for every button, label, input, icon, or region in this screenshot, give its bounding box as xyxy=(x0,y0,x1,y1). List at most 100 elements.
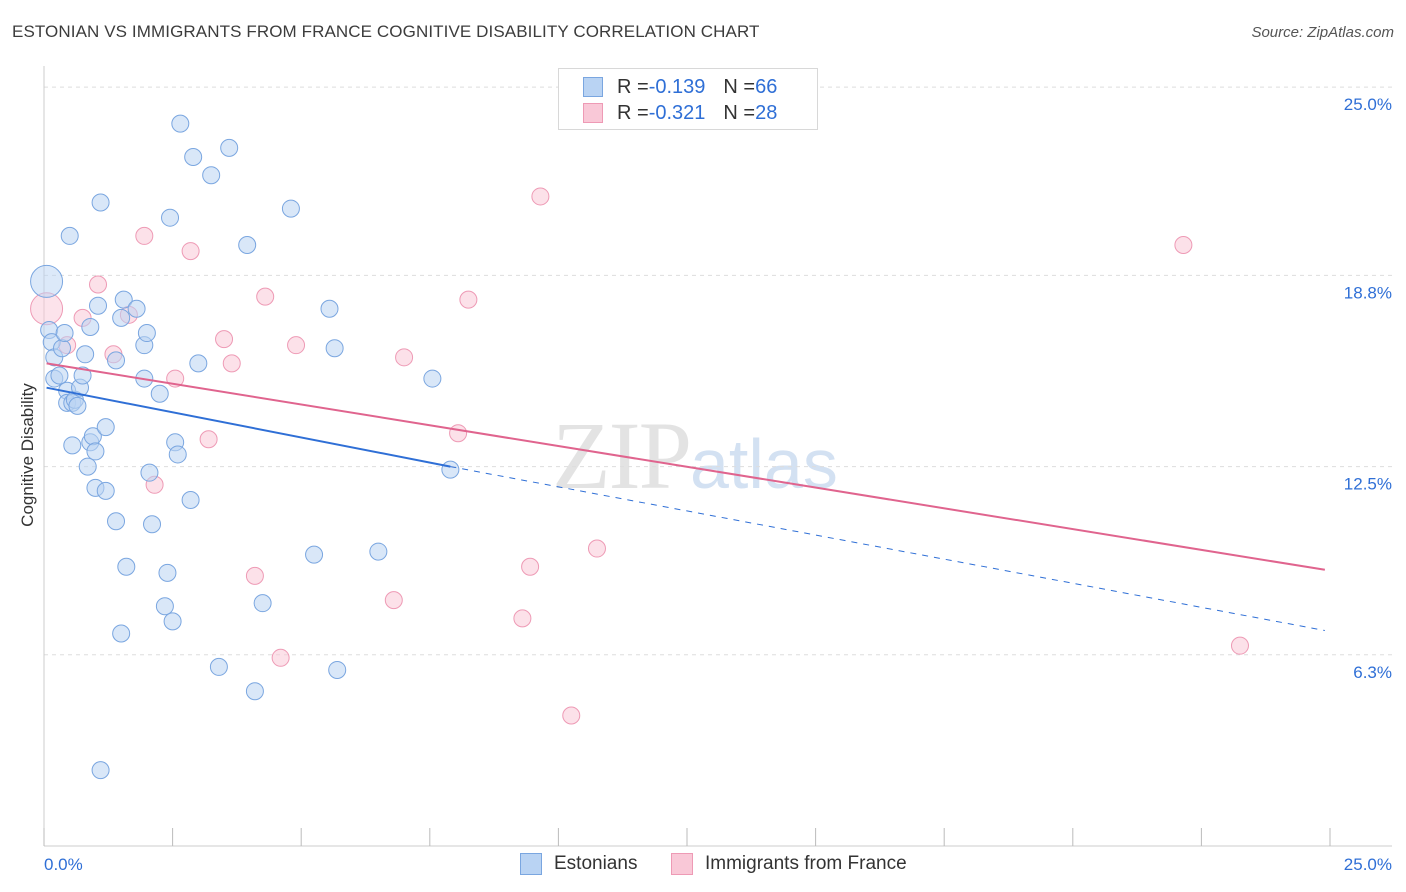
estonians-series xyxy=(30,114,460,780)
stats-row-estonians: R = -0.139 N = 66 xyxy=(583,75,777,99)
estonian-point xyxy=(63,436,82,455)
france-point xyxy=(1230,636,1249,655)
estonian-point xyxy=(91,761,110,780)
france-point xyxy=(459,290,478,309)
estonian-point xyxy=(107,351,126,370)
n-label: N = xyxy=(723,75,756,98)
estonian-point xyxy=(305,545,324,564)
estonian-point xyxy=(81,317,100,336)
estonian-point xyxy=(76,345,95,364)
france-point xyxy=(245,566,264,585)
france-point xyxy=(256,287,275,306)
france-legend-swatch xyxy=(671,853,693,875)
estonian-point xyxy=(91,193,110,212)
estonian-point xyxy=(86,442,105,461)
x-tick-label: 25.0% xyxy=(1344,855,1392,874)
france-point xyxy=(531,187,550,206)
estonian-point xyxy=(320,299,339,318)
estonian-point xyxy=(30,264,64,298)
estonian-point xyxy=(107,512,126,531)
france-point xyxy=(384,591,403,610)
chart-title: ESTONIAN VS IMMIGRANTS FROM FRANCE COGNI… xyxy=(12,22,760,41)
r-value: -0.321 xyxy=(648,101,706,124)
france-point xyxy=(1174,236,1193,255)
estonian-point xyxy=(68,396,87,415)
estonian-point xyxy=(96,418,115,437)
y-tick-label: 18.8% xyxy=(1344,283,1392,302)
estonian-point xyxy=(209,657,228,676)
france-trend-line xyxy=(46,362,1326,571)
estonian-point xyxy=(238,236,257,255)
estonian-point xyxy=(143,515,162,534)
x-tick-label: 0.0% xyxy=(44,855,83,874)
estonian-point xyxy=(55,324,74,343)
estonian-point xyxy=(281,199,300,218)
estonians-legend-swatch xyxy=(520,853,542,875)
n-value: 28 xyxy=(755,101,778,124)
estonian-point xyxy=(253,594,272,613)
y-axis-label: Cognitive Disability xyxy=(18,383,37,527)
estonian-point xyxy=(50,366,69,385)
r-label: R = xyxy=(617,75,649,98)
estonian-point xyxy=(245,682,264,701)
france-point xyxy=(135,226,154,245)
france-point xyxy=(587,539,606,558)
legend-item-france[interactable]: Immigrants from France xyxy=(671,852,907,876)
estonian-point xyxy=(202,166,221,185)
france-point xyxy=(513,609,532,628)
estonian-point xyxy=(114,290,133,309)
watermark: ZIPatlas xyxy=(552,400,838,511)
stats-legend: R = -0.139 N = 66 R = -0.321 N = 28 xyxy=(558,68,818,130)
watermark-atlas: atlas xyxy=(690,425,838,503)
estonian-point xyxy=(171,114,190,133)
estonian-point xyxy=(168,445,187,464)
estonians-trend-line xyxy=(46,386,451,468)
estonian-point xyxy=(328,660,347,679)
estonian-point xyxy=(184,147,203,166)
france-point xyxy=(287,336,306,355)
estonians-swatch xyxy=(583,77,603,97)
estonian-point xyxy=(96,481,115,500)
r-label: R = xyxy=(617,101,649,124)
estonian-point xyxy=(53,339,72,358)
france-point xyxy=(89,275,108,294)
estonians-trend-extension xyxy=(450,466,1325,631)
legend-item-estonians[interactable]: Estonians xyxy=(520,852,637,876)
n-value: 66 xyxy=(755,75,778,98)
y-tick-label: 25.0% xyxy=(1344,95,1392,114)
estonian-point xyxy=(89,296,108,315)
estonian-point xyxy=(220,138,239,157)
france-point xyxy=(449,424,468,443)
france-point xyxy=(222,354,241,373)
estonian-point xyxy=(155,597,174,616)
estonian-point xyxy=(161,208,180,227)
estonian-point xyxy=(78,457,97,476)
estonian-point xyxy=(423,369,442,388)
y-tick-label: 12.5% xyxy=(1344,475,1392,494)
france-point xyxy=(395,348,414,367)
estonian-point xyxy=(137,324,156,343)
source-credit: Source: ZipAtlas.com xyxy=(1251,24,1394,41)
france-point xyxy=(215,330,234,349)
estonian-point xyxy=(112,624,131,643)
estonian-point xyxy=(140,463,159,482)
france-point xyxy=(271,648,290,667)
estonian-point xyxy=(181,490,200,509)
estonian-point xyxy=(189,354,208,373)
estonian-point xyxy=(325,339,344,358)
estonian-point xyxy=(73,366,92,385)
legend-label-france: Immigrants from France xyxy=(705,853,907,874)
estonian-point xyxy=(60,226,79,245)
y-tick-label: 6.3% xyxy=(1353,663,1392,682)
n-label: N = xyxy=(723,101,756,124)
estonian-point xyxy=(369,542,388,561)
france-point xyxy=(181,242,200,261)
france-swatch xyxy=(583,103,603,123)
estonian-point xyxy=(163,612,182,631)
estonian-point xyxy=(441,460,460,479)
estonian-point xyxy=(117,557,136,576)
estonian-point xyxy=(112,308,131,327)
france-series xyxy=(30,187,1249,725)
france-point xyxy=(521,557,540,576)
estonian-point xyxy=(150,384,169,403)
